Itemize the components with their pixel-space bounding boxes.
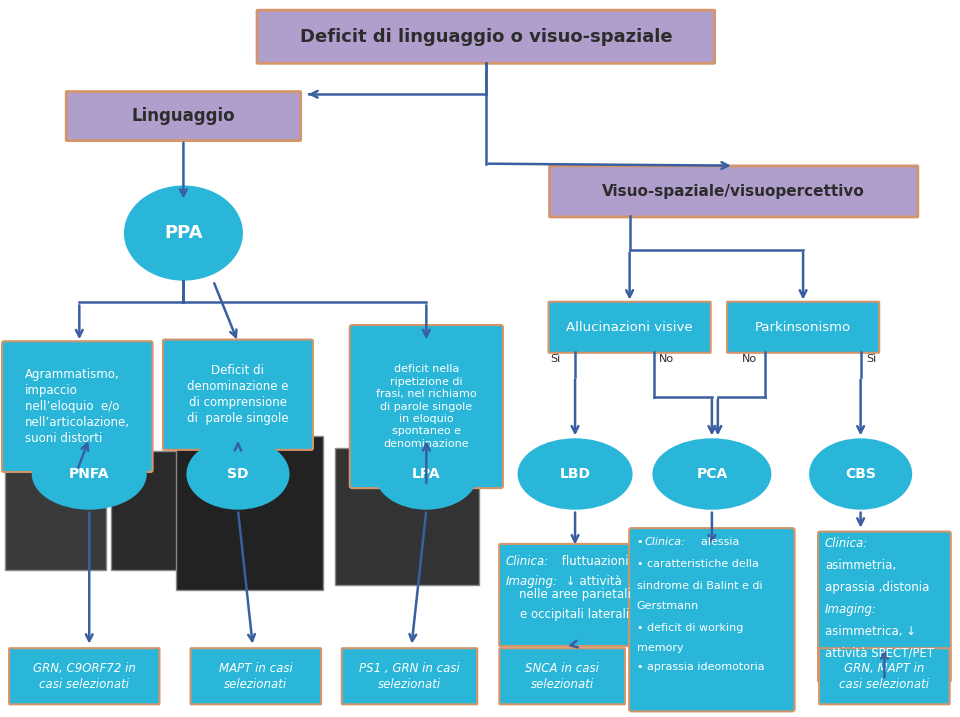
Text: PCA: PCA [696, 467, 728, 481]
Text: e occipitali laterali: e occipitali laterali [520, 608, 630, 622]
FancyBboxPatch shape [819, 648, 949, 704]
Ellipse shape [186, 438, 290, 510]
FancyBboxPatch shape [111, 451, 212, 570]
Text: PNFA: PNFA [69, 467, 109, 481]
Text: Agrammatismo,
impaccio
nell’eloquio  e/o
nell’articolazione,
suoni distorti: Agrammatismo, impaccio nell’eloquio e/o … [25, 368, 130, 445]
Text: PPA: PPA [164, 224, 203, 242]
Text: ↓ attività: ↓ attività [563, 575, 622, 588]
Text: CBS: CBS [845, 467, 876, 481]
Text: nelle aree parietali: nelle aree parietali [519, 589, 631, 602]
Text: Sì: Sì [867, 354, 876, 364]
FancyBboxPatch shape [257, 10, 714, 63]
Text: • deficit di working: • deficit di working [636, 623, 743, 632]
Text: asimmetrica, ↓: asimmetrica, ↓ [825, 625, 916, 637]
Text: Sì: Sì [550, 354, 561, 364]
FancyBboxPatch shape [163, 340, 313, 450]
Text: Deficit di
denominazione e
di comprensione
di  parole singole: Deficit di denominazione e di comprensio… [187, 364, 289, 425]
FancyBboxPatch shape [549, 166, 918, 217]
Text: Clinica:: Clinica: [825, 538, 868, 551]
FancyBboxPatch shape [818, 531, 950, 682]
Text: • caratteristiche della: • caratteristiche della [636, 559, 758, 569]
FancyBboxPatch shape [499, 648, 625, 704]
Text: Deficit di linguaggio o visuo-spaziale: Deficit di linguaggio o visuo-spaziale [300, 28, 672, 46]
Text: Imaging:: Imaging: [825, 603, 876, 616]
FancyBboxPatch shape [629, 528, 795, 711]
Text: SD: SD [228, 467, 249, 481]
Ellipse shape [653, 438, 772, 510]
FancyBboxPatch shape [335, 448, 479, 585]
Text: GRN, MAPT in
casi selezionati: GRN, MAPT in casi selezionati [839, 662, 929, 690]
Text: Gerstmann: Gerstmann [636, 601, 699, 611]
Text: sindrome di Balint e di: sindrome di Balint e di [636, 581, 762, 591]
FancyBboxPatch shape [644, 536, 783, 665]
Text: MAPT in casi
selezionati: MAPT in casi selezionati [219, 662, 293, 690]
Text: No: No [742, 354, 756, 364]
FancyBboxPatch shape [66, 92, 300, 141]
FancyBboxPatch shape [190, 648, 321, 704]
FancyBboxPatch shape [5, 451, 107, 570]
Text: memory: memory [636, 642, 684, 652]
Text: GRN, C9ORF72 in
casi selezionati: GRN, C9ORF72 in casi selezionati [33, 662, 135, 690]
Text: • aprassia ideomotoria: • aprassia ideomotoria [636, 663, 764, 673]
Text: asimmetria,: asimmetria, [825, 559, 896, 572]
Text: fluttuazioni: fluttuazioni [558, 555, 629, 569]
Ellipse shape [809, 438, 912, 510]
FancyBboxPatch shape [177, 437, 324, 590]
Text: deficit nella
ripetizione di
frasi, nel richiamo
di parole singole
in eloquio
sp: deficit nella ripetizione di frasi, nel … [376, 364, 477, 449]
Text: Parkinsonismo: Parkinsonismo [756, 320, 852, 334]
Text: PS1 , GRN in casi
selezionati: PS1 , GRN in casi selezionati [359, 662, 460, 690]
FancyBboxPatch shape [499, 544, 651, 646]
Text: Clinica:: Clinica: [506, 555, 549, 569]
Text: Linguaggio: Linguaggio [132, 107, 235, 125]
FancyBboxPatch shape [548, 302, 710, 353]
Text: LPA: LPA [412, 467, 441, 481]
Text: Allucinazioni visive: Allucinazioni visive [566, 320, 693, 334]
Text: LBD: LBD [560, 467, 590, 481]
Ellipse shape [124, 186, 243, 280]
Ellipse shape [32, 438, 147, 510]
FancyBboxPatch shape [727, 302, 879, 353]
FancyBboxPatch shape [9, 648, 159, 704]
Text: aprassia ,distonia: aprassia ,distonia [825, 581, 929, 594]
FancyBboxPatch shape [349, 325, 503, 488]
Text: Clinica:: Clinica: [644, 538, 685, 548]
Text: Imaging:: Imaging: [506, 575, 558, 588]
Ellipse shape [517, 438, 633, 510]
Text: SNCA in casi
selezionati: SNCA in casi selezionati [525, 662, 599, 690]
FancyBboxPatch shape [342, 648, 477, 704]
Text: alessia: alessia [694, 538, 739, 548]
FancyBboxPatch shape [2, 341, 153, 472]
Text: No: No [660, 354, 675, 364]
Text: Visuo-spaziale/visuopercettivo: Visuo-spaziale/visuopercettivo [602, 184, 865, 199]
Text: •: • [636, 538, 643, 548]
Ellipse shape [374, 438, 478, 510]
Text: attività SPECT/PET: attività SPECT/PET [825, 647, 934, 660]
